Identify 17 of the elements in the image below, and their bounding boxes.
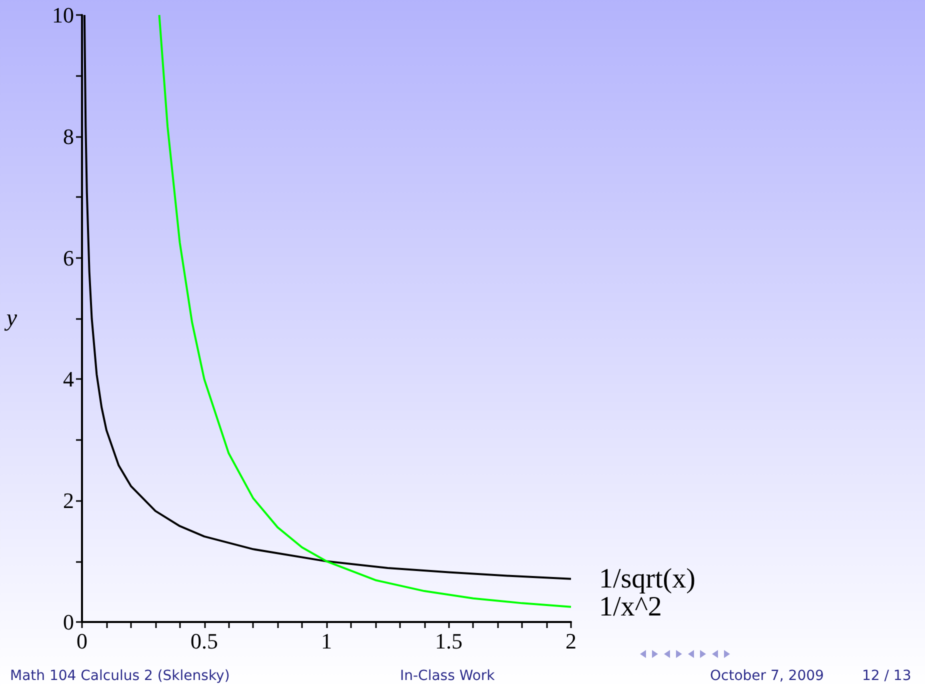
line-series [158,14,572,608]
series-label: 1/sqrt(x) [599,563,696,594]
x-tick-label: 0.5 [190,628,218,654]
x-tick-label: 2 [566,628,576,654]
y-tick-label: 10 [52,2,74,28]
x-tick-label: 1.5 [435,628,462,654]
text: Math 104 Calculus 2 (Sklensky) [10,668,230,684]
text: 12 / 13 [862,668,912,684]
y-tick-label: 2 [63,488,74,514]
text: In-Class Work [400,668,495,684]
y-tick-label: 0 [63,610,74,634]
y-tick-label: 6 [63,245,74,270]
text: October 7, 2009 [710,668,824,684]
y-axis-title: y [4,306,18,332]
x-tick-label: 1 [321,628,332,654]
y-tick-label: 8 [63,124,74,149]
y-tick-label: 4 [63,366,74,392]
